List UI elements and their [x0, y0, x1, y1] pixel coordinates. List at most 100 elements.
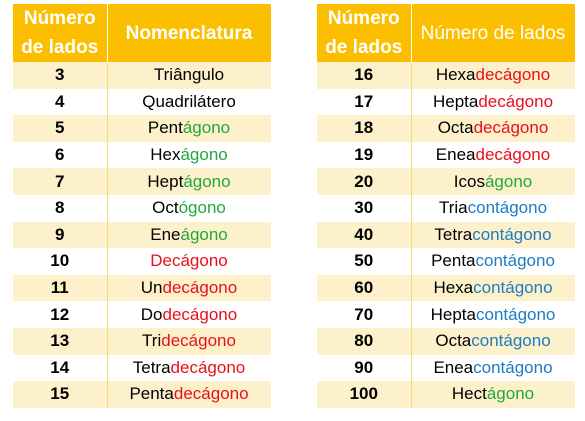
table-row: 30 Triacontágono	[317, 194, 576, 222]
name-part: Octa	[437, 118, 474, 138]
name-part: Hexa	[433, 278, 474, 298]
name-part: Hex	[150, 145, 181, 165]
table-row: 50 Pentacontágono	[317, 248, 576, 275]
number-of-sides-cell: 12	[13, 301, 108, 328]
table-row: 40 Tetracontágono	[317, 221, 576, 249]
polygon-name-cell: Heptadecágono	[411, 88, 576, 116]
polygon-name-cell: Octadecágono	[411, 115, 576, 142]
number-of-sides-cell: 10	[13, 248, 108, 275]
name-part: ágono	[486, 384, 535, 404]
name-part: decágono	[162, 278, 238, 298]
table-row: 16 Hexadecágono	[317, 62, 576, 89]
table-row: 15 Pentadecágono	[13, 381, 272, 408]
name-part: decágono	[475, 65, 551, 85]
name-part: Ene	[150, 224, 181, 244]
number-of-sides-cell: 17	[317, 88, 412, 116]
name-part: Enea	[435, 145, 476, 165]
table-row: 70 Heptacontágono	[317, 301, 576, 328]
name-part: ógono	[178, 198, 226, 218]
table-row: 12 Dodecágono	[13, 301, 272, 328]
table-row: 6 Hexágono	[13, 141, 272, 169]
polygon-name-cell: Undecágono	[107, 274, 272, 302]
number-of-sides-cell: 3	[13, 62, 108, 89]
name-part: Quadrilátero	[142, 91, 236, 111]
name-part: contágono	[473, 278, 553, 298]
name-part: decágono	[162, 304, 238, 324]
name-part: ágono	[484, 171, 533, 191]
number-of-sides-cell: 11	[13, 274, 108, 302]
name-part: Triângulo	[153, 65, 225, 85]
name-part: Penta	[129, 384, 174, 404]
name-part: decágono	[173, 384, 249, 404]
table-row: 18 Octadecágono	[317, 115, 576, 142]
name-part: decágono	[475, 145, 551, 165]
polygon-name-cell: Tetradecágono	[107, 354, 272, 382]
name-part: Do	[140, 304, 163, 324]
name-part: decágono	[161, 331, 236, 351]
name-part: ágono	[182, 118, 231, 138]
number-of-sides-cell: 5	[13, 115, 108, 142]
polygon-name-cell: Pentágono	[107, 115, 272, 142]
polygon-name-cell: Hexacontágono	[411, 274, 576, 302]
name-part: ágono	[180, 224, 228, 244]
table-row: 19 Eneadecágono	[317, 141, 576, 169]
name-part: Tetra	[434, 224, 473, 244]
polygon-name-cell: Triacontágono	[411, 194, 576, 222]
polygon-name-cell: Triângulo	[107, 62, 272, 89]
name-part: contágono	[472, 224, 552, 244]
polygon-name-cell: Quadrilátero	[107, 88, 272, 116]
name-part: Hect	[451, 384, 487, 404]
polygon-name-cell: Heptágono	[107, 168, 272, 195]
polygon-name-cell: Icoságono	[411, 168, 576, 195]
number-of-sides-cell: 19	[317, 141, 412, 169]
table-row: 20 Icoságono	[317, 168, 576, 195]
number-of-sides-cell: 50	[317, 248, 412, 275]
table-row: 17 Heptadecágono	[317, 88, 576, 116]
polygon-name-cell: Pentacontágono	[411, 248, 576, 275]
name-part: ágono	[180, 145, 228, 165]
number-of-sides-cell: 7	[13, 168, 108, 195]
polygon-name-cell: Hectágono	[411, 381, 576, 408]
number-of-sides-cell: 9	[13, 221, 108, 249]
name-part: Tri	[142, 331, 162, 351]
header-name: Número de lados	[411, 4, 576, 62]
polygon-name-cell: Decágono	[107, 248, 272, 275]
number-of-sides-cell: 6	[13, 141, 108, 169]
polygon-name-cell: Hexadecágono	[411, 62, 576, 89]
name-part: Tetra	[132, 357, 171, 377]
header-number-of-sides: Número de lados	[13, 4, 108, 62]
name-part: ágono	[183, 171, 231, 191]
number-of-sides-cell: 30	[317, 194, 412, 222]
name-part: contágono	[475, 251, 555, 271]
header-nomenclature: Nomenclatura	[107, 4, 272, 62]
polygon-table-right: Número de lados Número de lados 16 Hexade…	[317, 4, 576, 408]
table-row: 10 Decágono	[13, 248, 272, 275]
table-row: 3 Triângulo	[13, 62, 272, 89]
polygon-table-left: Número de lados Nomenclatura 3 Triângulo 4…	[13, 4, 272, 408]
polygon-name-cell: Octacontágono	[411, 327, 576, 355]
table-row: 11 Undecágono	[13, 274, 272, 302]
name-part: Hepta	[432, 91, 479, 111]
name-part: Decágono	[150, 251, 228, 271]
name-part: decágono	[478, 91, 554, 111]
number-of-sides-cell: 90	[317, 354, 412, 382]
number-of-sides-cell: 8	[13, 194, 108, 222]
table-row: 5 Pentágono	[13, 115, 272, 142]
number-of-sides-cell: 15	[13, 381, 108, 408]
polygon-name-cell: Hexágono	[107, 141, 272, 169]
number-of-sides-cell: 13	[13, 327, 108, 355]
polygon-name-cell: Eneágono	[107, 221, 272, 249]
name-part: contágono	[475, 304, 556, 324]
name-part: Octa	[435, 331, 472, 351]
name-part: Hexa	[435, 65, 476, 85]
number-of-sides-cell: 4	[13, 88, 108, 116]
name-part: Enea	[433, 357, 474, 377]
name-part: Hept	[147, 171, 184, 191]
number-of-sides-cell: 16	[317, 62, 412, 89]
name-part: Un	[140, 278, 163, 298]
header-number-of-sides: Número de lados	[317, 4, 412, 62]
table-row: 8 Octógono	[13, 194, 272, 222]
name-part: Penta	[431, 251, 476, 271]
name-part: contágono	[471, 331, 551, 351]
number-of-sides-cell: 18	[317, 115, 412, 142]
